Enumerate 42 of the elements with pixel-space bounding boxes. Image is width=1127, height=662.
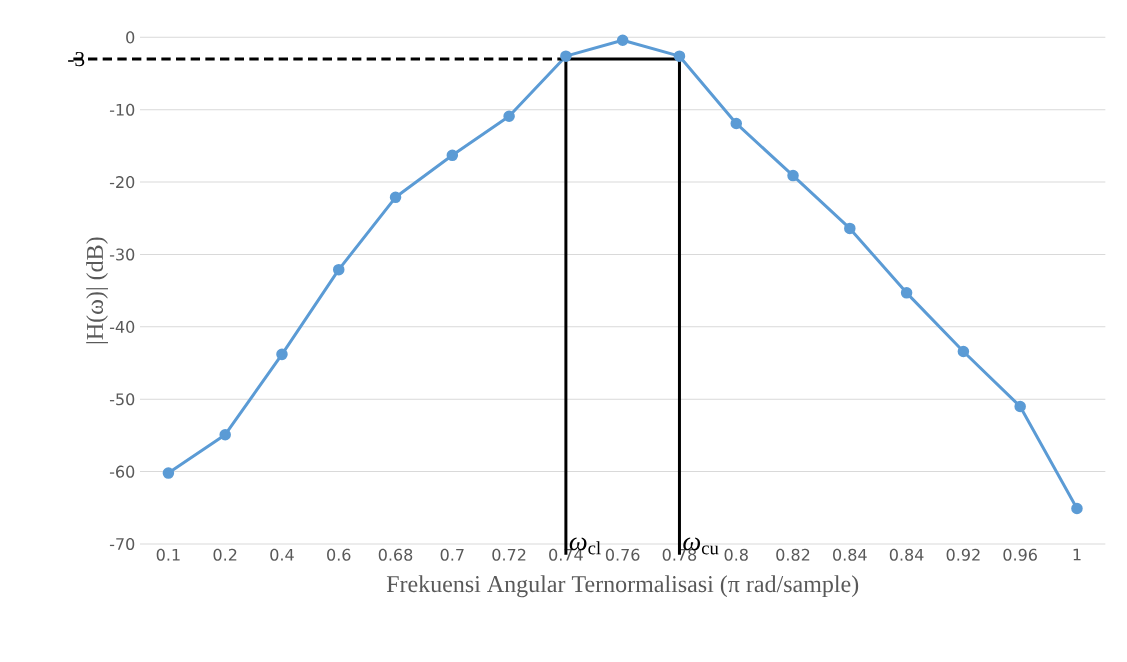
point [730,117,743,130]
point [276,348,288,361]
y-tick-label: -60 [109,465,135,478]
x-tick-label: 0.84 [889,548,924,561]
x-tick-label: 0.1 [156,548,180,561]
point [616,34,629,46]
point [844,222,856,235]
x-tick-label: 0.4 [270,548,294,561]
y-tick-label: -70 [109,537,135,551]
x-tick-label: 0.72 [492,548,526,561]
x-tick-label: 1 [1073,548,1081,561]
x-axis-title: Frekuensi Angular Ternormalisasi (π rad/sample) [386,575,859,598]
x-tick-label: 0.84 [833,548,867,561]
y-tick-label: -10 [109,103,135,116]
point [673,50,686,62]
y-tick-label: -50 [109,393,135,406]
point [162,467,175,479]
point [900,287,913,299]
x-tick-label: 0.96 [1003,548,1037,561]
point [560,50,572,62]
x-tick-label: 0.92 [946,548,980,561]
y-axis-title: |H(ω)| (dB) [86,237,109,344]
x-tick-label: 0.7 [440,548,464,561]
point [332,263,345,276]
point [219,428,231,441]
x-tick-label: 0.2 [213,548,237,561]
point [446,149,459,162]
point [1071,502,1083,515]
x-tick-label: 0.82 [776,548,810,561]
y-tick-label: -30 [109,248,135,261]
point [503,110,515,122]
point [957,345,970,358]
point [787,169,799,182]
point [1014,400,1026,413]
point [389,191,402,204]
x-tick-label: 0.8 [724,548,748,561]
y-tick-label: -20 [109,176,135,189]
x-tick-label: 0.6 [327,548,351,561]
y-tick-label: -40 [109,320,135,333]
x-tick-label: 0.68 [378,548,413,561]
x-tick-label: 0.76 [605,548,640,561]
y-tick-label: 0 [126,31,135,44]
